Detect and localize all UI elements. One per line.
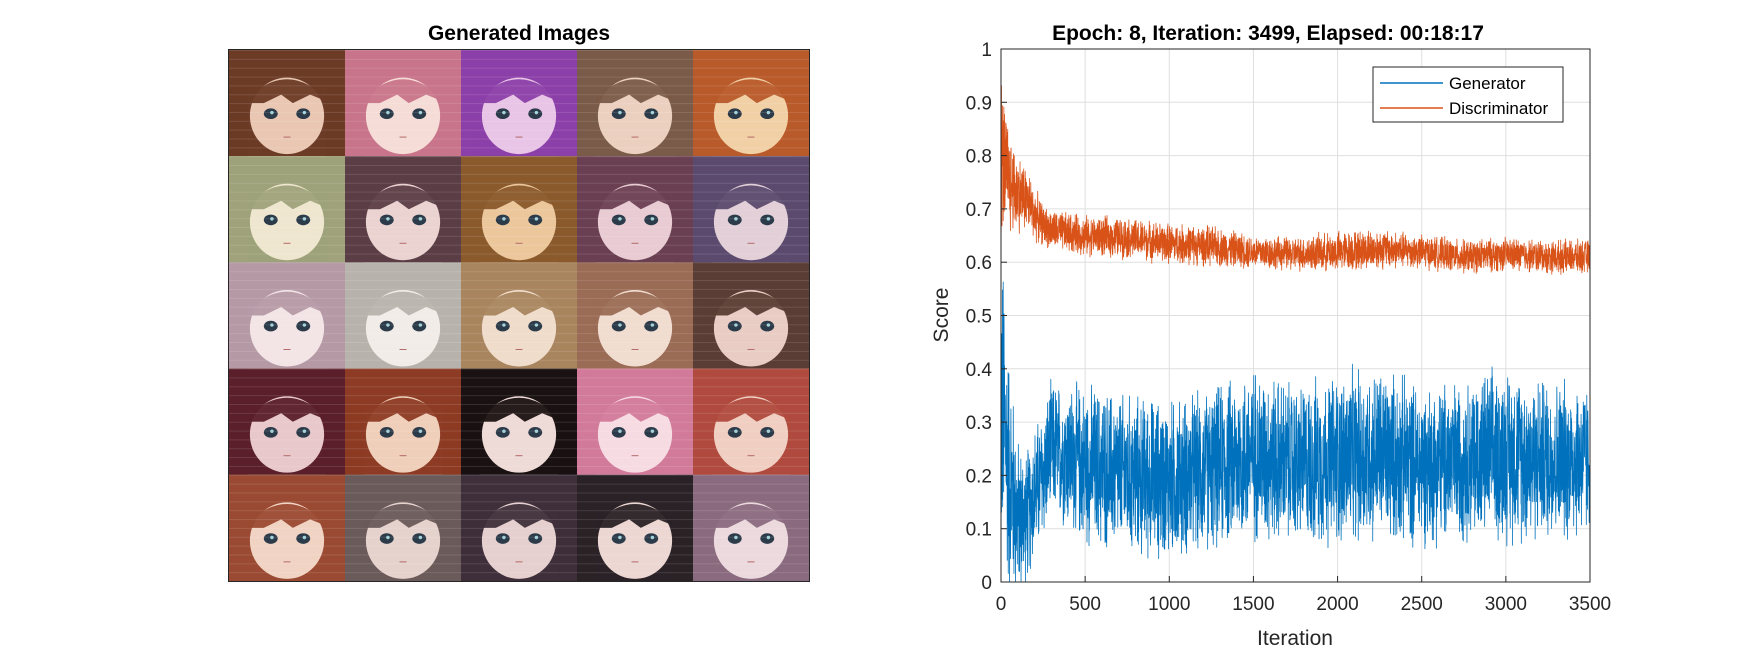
generated-image-tile [461,50,577,157]
generated-image-tile [229,474,345,581]
generated-image-tile [693,474,809,581]
x-tick-label: 1000 [1148,594,1190,615]
generated-image-tile [229,262,345,369]
y-tick-label: 0.4 [966,360,993,381]
series-line-discriminator [1001,85,1590,275]
generated-image-tile [229,368,345,475]
generated-image-tile [461,156,577,263]
y-tick-label: 0.6 [966,253,992,274]
generated-image-tile [577,156,693,263]
image-grid-svg [229,50,809,581]
generated-image-tile [461,262,577,369]
y-axis: 0 0.1 0.2 0.3 0.4 0.5 0.6 0.7 0.8 0.9 1 [966,40,1007,594]
y-tick-label: 0 [981,573,992,594]
series-line-generator [1001,281,1590,582]
y-tick-label: 0.5 [966,307,992,328]
y-tick-label: 0.3 [966,413,992,434]
generated-image-tile [693,156,809,263]
legend: Generator Discriminator [1372,66,1564,123]
generated-image-tile [345,474,461,581]
generated-image-tile [345,368,461,475]
x-tick-label: 3500 [1569,594,1611,615]
legend-generator-label: Generator [1449,74,1526,93]
x-tick-label: 3000 [1485,594,1527,615]
generated-image-tile [461,474,577,581]
chart-title: Epoch: 8, Iteration: 3499, Elapsed: 00:1… [1052,22,1484,45]
generated-image-tile [229,156,345,263]
x-axis-label: Iteration [1257,627,1333,650]
generated-image-tile [577,50,693,157]
x-tick-label: 1500 [1232,594,1274,615]
y-tick-label: 0.2 [966,466,992,487]
y-tick-label: 0.1 [966,520,992,541]
generated-image-tile [577,368,693,475]
x-axis: 0 500 1000 1500 2000 2500 3000 3500 [996,576,1611,615]
generated-image-tile [345,262,461,369]
generated-image-tile [693,368,809,475]
generated-image-tile [345,156,461,263]
y-tick-label: 0.9 [966,93,992,114]
generated-image-tile [577,262,693,369]
generated-images-title: Generated Images [428,22,610,45]
y-axis-label: Score [930,288,953,343]
series-layer [1001,85,1590,582]
y-tick-label: 0.8 [966,147,992,168]
x-tick-label: 500 [1069,594,1101,615]
x-tick-label: 2500 [1401,594,1443,615]
score-chart: Epoch: 8, Iteration: 3499, Elapsed: 00:1… [930,22,1611,650]
generated-image-tile [229,50,345,157]
generated-image-tile [693,262,809,369]
y-tick-label: 1 [981,40,992,61]
legend-box [1372,66,1564,123]
generated-image-tile [693,50,809,157]
generated-images-grid [228,49,810,582]
generated-image-tile [345,50,461,157]
x-tick-label: 2000 [1316,594,1358,615]
generated-image-tile [461,368,577,475]
legend-discriminator-label: Discriminator [1449,99,1549,118]
y-tick-label: 0.7 [966,200,992,221]
generated-image-tile [577,474,693,581]
x-tick-label: 0 [996,594,1007,615]
